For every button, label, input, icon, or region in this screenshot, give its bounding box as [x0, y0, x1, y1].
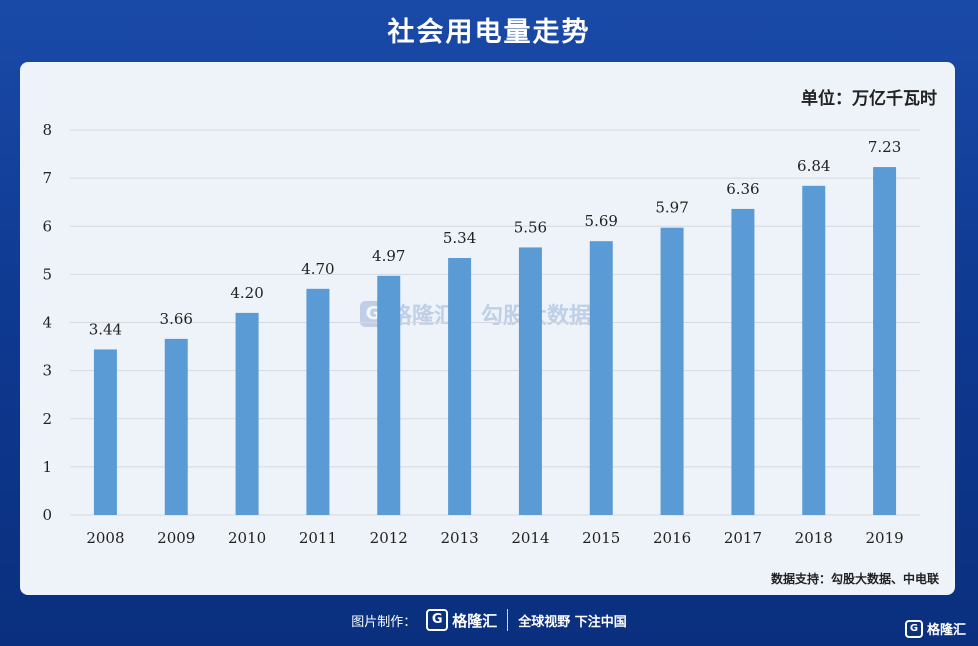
data-label: 7.23	[868, 138, 901, 156]
bar-2012	[377, 275, 401, 515]
data-label: 4.70	[301, 260, 334, 278]
bar-2016	[660, 227, 684, 515]
x-tick-label: 2010	[228, 529, 266, 547]
x-tick-label: 2015	[582, 529, 620, 547]
footer-slogan: 全球视野 下注中国	[518, 614, 627, 630]
data-label: 5.69	[585, 212, 618, 230]
bar-2011	[306, 288, 330, 515]
data-source: 数据支持：勾股大数据、中电联	[770, 572, 939, 586]
data-label: 5.97	[655, 199, 688, 217]
x-tick-label: 2017	[724, 529, 762, 547]
bar-2019	[873, 167, 897, 515]
corner-logo: G 格隆汇	[904, 619, 966, 638]
x-tick-label: 2014	[511, 529, 549, 547]
gelonghui-logo-icon: G	[426, 609, 449, 631]
x-tick-label: 2016	[653, 529, 691, 547]
chart-value-labels: 3.44 3.66 4.20 4.70 4.97 5.34 5.56 5.69 5.97 6.36…	[89, 138, 902, 338]
x-tick-label: 2013	[440, 529, 478, 547]
bar-2008	[93, 349, 117, 515]
corner-logo-icon: G	[904, 619, 923, 638]
y-tick-label: 2	[42, 410, 52, 428]
chart-y-ticks: 0 1 2 3 4 5 6 7 8	[42, 121, 52, 524]
footer-logo-name: 格隆汇	[452, 611, 498, 630]
data-label: 4.97	[372, 247, 405, 265]
bar-2017	[731, 208, 755, 516]
y-tick-label: 1	[42, 458, 52, 476]
y-tick-label: 5	[42, 265, 52, 283]
x-tick-label: 2018	[795, 529, 833, 547]
bar-2015	[589, 241, 613, 515]
data-label: 4.20	[230, 284, 263, 302]
y-tick-label: 8	[42, 121, 52, 139]
data-label: 5.34	[443, 229, 476, 247]
unit-label: 单位：万亿千瓦时	[801, 89, 937, 109]
x-tick-label: 2019	[865, 529, 903, 547]
chart-bars	[93, 167, 897, 516]
footer-divider	[507, 609, 509, 631]
chart-x-ticks: 2008 2009 2010 2011 2012 2013 2014 2015 2016 2017…	[86, 529, 903, 547]
footer: 图片制作： G 格隆汇 全球视野 下注中国	[0, 605, 978, 635]
bar-chart: 3.44 3.66 4.20 4.70 4.97 5.34 5.56 5.69 5.97 6.36…	[42, 121, 920, 547]
data-label: 5.56	[514, 218, 547, 236]
bar-2014	[518, 247, 542, 516]
watermark-name: 格隆汇	[390, 304, 457, 329]
y-tick-label: 3	[42, 362, 52, 380]
bar-2010	[235, 312, 259, 515]
y-tick-label: 6	[42, 217, 52, 235]
x-tick-label: 2011	[299, 529, 337, 547]
x-tick-label: 2012	[370, 529, 408, 547]
bar-2009	[164, 338, 188, 515]
y-tick-label: 4	[42, 314, 52, 332]
data-label: 6.36	[726, 180, 759, 198]
y-tick-label: 0	[42, 506, 52, 524]
page-title: 社会用电量走势	[387, 17, 591, 48]
x-tick-label: 2008	[86, 529, 124, 547]
bar-2013	[448, 258, 472, 515]
data-label: 3.44	[89, 320, 122, 338]
chart-card: 单位：万亿千瓦时 G 格隆汇 勾股大数据 3.443.664.204.704.9…	[20, 62, 955, 595]
data-label: 3.66	[160, 310, 193, 328]
corner-logo-name: 格隆汇	[926, 623, 966, 638]
y-tick-label: 7	[42, 169, 52, 187]
bar-2018	[802, 185, 826, 515]
chart-grid	[70, 129, 920, 516]
data-label: 6.84	[797, 157, 830, 175]
x-tick-label: 2009	[157, 529, 195, 547]
made-by-label: 图片制作：	[351, 614, 417, 630]
